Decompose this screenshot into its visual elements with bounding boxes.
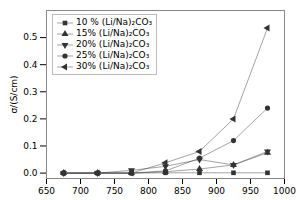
html-text:30% (Li/Na)₂CO₃: 30% (Li/Na)₂CO₃ xyxy=(76,61,150,71)
svg-text:900: 900 xyxy=(208,186,225,196)
svg-text:σ/(S/cm): σ/(S/cm) xyxy=(9,75,19,113)
svg-text:0.3: 0.3 xyxy=(23,87,37,97)
html-text:20% (Li/Na)₂CO₃: 20% (Li/Na)₂CO₃ xyxy=(76,39,150,49)
svg-text:0.0: 0.0 xyxy=(23,168,38,178)
svg-text:0.5: 0.5 xyxy=(23,32,37,42)
svg-text:650: 650 xyxy=(38,186,55,196)
svg-text:750: 750 xyxy=(106,186,123,196)
html-text:25% (Li/Na)₂CO₃: 25% (Li/Na)₂CO₃ xyxy=(76,50,150,60)
svg-text:800: 800 xyxy=(140,186,157,196)
html-text:15% (Li/Na)₂CO₃: 15% (Li/Na)₂CO₃ xyxy=(76,28,150,38)
svg-text:700: 700 xyxy=(72,186,89,196)
svg-text:0.4: 0.4 xyxy=(23,60,38,70)
svg-text:0.1: 0.1 xyxy=(23,141,37,151)
svg-text:850: 850 xyxy=(174,186,191,196)
svg-text:1000: 1000 xyxy=(273,186,296,196)
svg-text:0.2: 0.2 xyxy=(23,114,37,124)
html-text:10 % (Li/Na)₂CO₃: 10 % (Li/Na)₂CO₃ xyxy=(76,17,153,27)
svg-text:950: 950 xyxy=(242,186,259,196)
